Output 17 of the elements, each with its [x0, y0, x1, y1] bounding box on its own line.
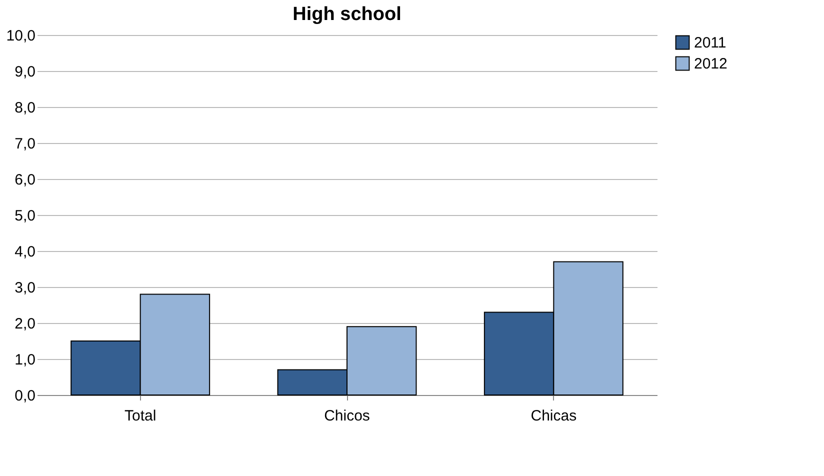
- legend-label: 2011: [694, 34, 726, 52]
- chart-title: High school: [292, 4, 402, 25]
- y-tick-label: 3,0: [14, 280, 36, 296]
- y-tick-label: 1,0: [14, 352, 36, 368]
- y-tick-label: 5,0: [14, 208, 36, 224]
- y-tick-label: 2,0: [14, 316, 36, 332]
- y-tick-label: 6,0: [14, 172, 36, 188]
- y-tick-label: 7,0: [14, 136, 36, 152]
- y-tick-label: 10,0: [6, 28, 36, 44]
- x-tick-label: Chicas: [530, 408, 577, 424]
- y-tick-label: 9,0: [14, 64, 36, 80]
- y-tick-label: 0,0: [14, 388, 36, 404]
- legend-label: 2012: [694, 56, 728, 72]
- y-tick-label: 8,0: [14, 100, 36, 116]
- x-tick-label: Chicos: [324, 408, 370, 424]
- x-tick-label: Total: [124, 408, 156, 424]
- y-tick-label: 4,0: [14, 244, 36, 260]
